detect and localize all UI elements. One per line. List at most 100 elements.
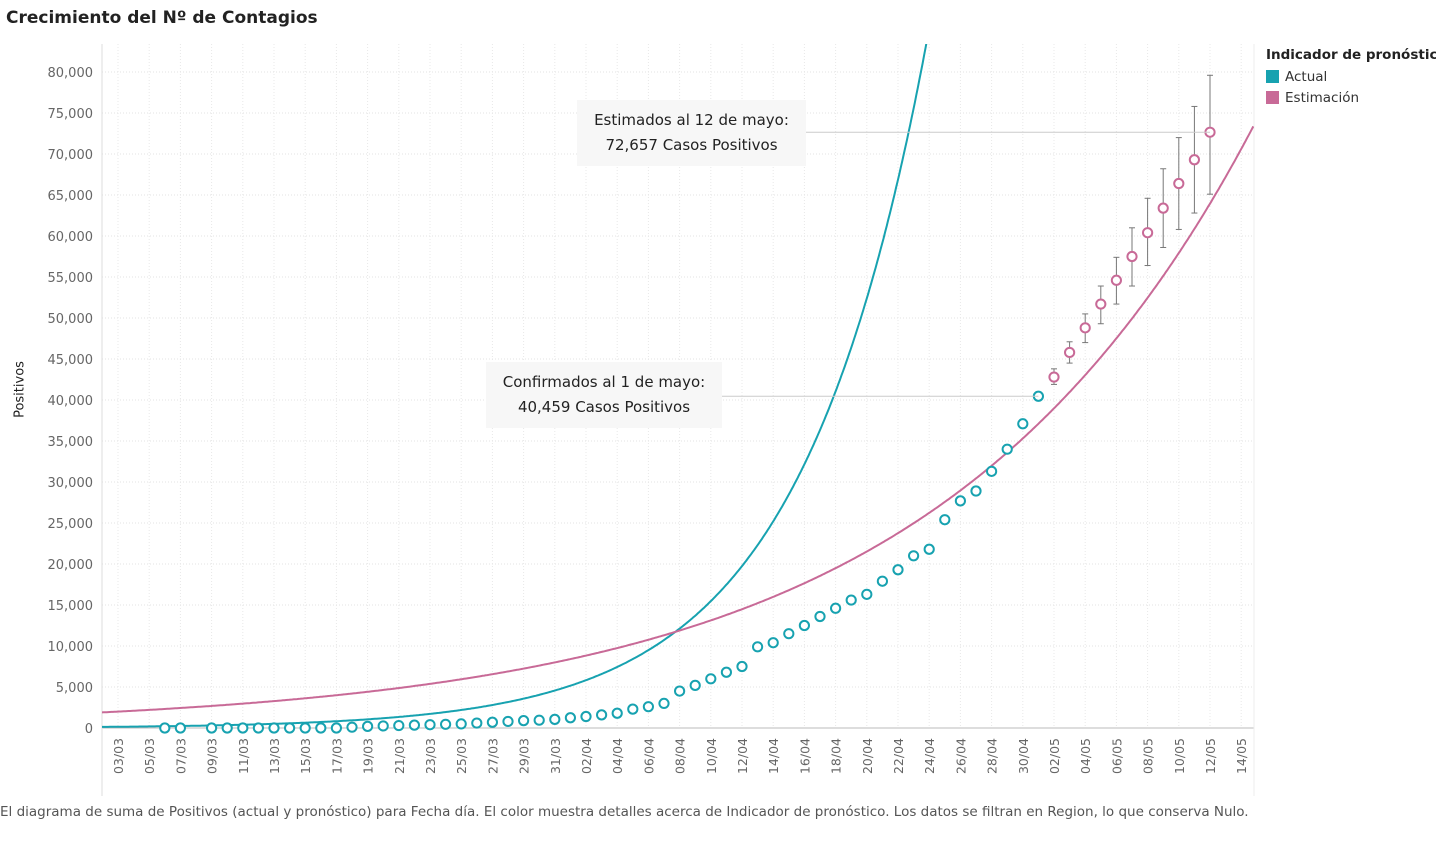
legend-item-estimacion[interactable]: Estimación <box>1266 87 1436 108</box>
x-tick-label: 21/03 <box>392 738 407 774</box>
x-tick-label: 10/04 <box>704 738 719 774</box>
actual-point <box>892 564 904 576</box>
estimacion-point <box>1095 298 1107 310</box>
x-tick-label: 05/03 <box>142 738 157 774</box>
actual-point <box>783 628 795 640</box>
chart-caption: El diagrama de suma de Positivos (actual… <box>0 804 1249 820</box>
x-tick-label: 28/04 <box>985 738 1000 774</box>
legend-label-actual: Actual <box>1285 68 1328 85</box>
actual-point <box>767 637 779 649</box>
y-tick-label: 40,000 <box>48 394 94 409</box>
actual-point <box>221 722 233 734</box>
x-tick-label: 25/03 <box>454 738 469 774</box>
legend-item-actual[interactable]: Actual <box>1266 66 1436 87</box>
actual-point <box>908 550 920 562</box>
y-tick-label: 0 <box>85 722 93 737</box>
y-tick-label: 15,000 <box>48 599 94 614</box>
actual-point <box>518 715 530 727</box>
y-tick-label: 50,000 <box>48 312 94 327</box>
actual-point <box>986 465 998 477</box>
actual-point <box>174 722 186 734</box>
legend-swatch-actual <box>1266 70 1279 83</box>
actual-point <box>923 543 935 555</box>
x-tick-label: 26/04 <box>953 738 968 774</box>
legend-title: Indicador de pronóstico <box>1266 47 1436 63</box>
actual-point <box>658 697 670 710</box>
y-tick-label: 75,000 <box>48 107 94 122</box>
point-layer <box>159 126 1216 734</box>
chart-title: Crecimiento del Nº de Contagios <box>6 8 318 28</box>
y-tick-label: 35,000 <box>48 435 94 450</box>
x-tick-label: 31/03 <box>548 738 563 774</box>
actual-point <box>486 716 498 728</box>
x-tick-label: 23/03 <box>423 738 438 774</box>
actual-point <box>752 641 764 653</box>
actual-point <box>549 713 561 725</box>
actual-point <box>611 707 623 719</box>
x-tick-label: 17/03 <box>329 738 344 774</box>
x-tick-label: 30/04 <box>1016 738 1031 774</box>
x-tick-label: 02/04 <box>579 738 594 774</box>
x-tick-label: 22/04 <box>891 738 906 774</box>
actual-point <box>705 673 717 685</box>
actual-point <box>798 619 811 632</box>
actual-point <box>299 722 311 734</box>
actual-point <box>346 721 358 733</box>
x-tick-label: 02/05 <box>1047 738 1062 774</box>
actual-point <box>580 710 592 723</box>
annotation-confirmed-line1: Confirmados al 1 de mayo: <box>502 373 706 391</box>
x-tick-label: 14/05 <box>1234 738 1249 774</box>
estimacion-point <box>1079 322 1091 334</box>
x-tick-label: 14/04 <box>766 738 781 774</box>
y-tick-label: 5,000 <box>56 681 93 696</box>
x-tick-label: 18/04 <box>829 738 844 774</box>
x-tick-label: 24/04 <box>922 738 937 774</box>
actual-point <box>627 703 639 715</box>
x-tick-label: 04/04 <box>610 738 625 774</box>
x-tick-label: 29/03 <box>517 738 532 774</box>
legend-swatch-estimacion <box>1266 91 1279 104</box>
y-tick-label: 10,000 <box>48 640 94 655</box>
y-tick-label: 80,000 <box>48 66 94 81</box>
estimacion-point <box>1188 154 1201 166</box>
actual-point <box>845 594 857 606</box>
actual-point <box>377 720 389 732</box>
x-tick-label: 16/04 <box>797 738 812 774</box>
y-tick-label: 30,000 <box>48 476 94 491</box>
x-tick-label: 19/03 <box>361 738 376 774</box>
x-tick-label: 12/05 <box>1203 738 1218 774</box>
estimacion-point <box>1142 227 1154 239</box>
actual-point <box>861 588 873 600</box>
estimacion-point <box>1110 274 1123 286</box>
legend-label-estimacion: Estimación <box>1285 89 1360 106</box>
estimacion-point <box>1048 371 1060 383</box>
legend: Indicador de pronóstico Actual Estimació… <box>1266 47 1436 108</box>
actual-point <box>876 575 889 587</box>
error-layer <box>1051 74 1213 385</box>
actual-point <box>939 514 951 526</box>
actual-point <box>424 719 436 731</box>
annotation-estimated: Estimados al 12 de mayo: 72,657 Casos Po… <box>577 100 806 166</box>
actual-point <box>720 666 733 678</box>
actual-point <box>362 720 374 732</box>
annotation-lines <box>722 131 1210 397</box>
y-tick-label: 55,000 <box>48 271 94 286</box>
actual-point <box>252 722 264 734</box>
y-tick-label: 25,000 <box>48 517 94 532</box>
actual-point <box>674 685 686 697</box>
actual-point <box>268 722 280 734</box>
actual-point <box>736 660 748 673</box>
actual-point <box>1017 418 1029 430</box>
actual-point <box>159 722 171 734</box>
y-tick-label: 60,000 <box>48 230 94 245</box>
actual-point <box>206 722 218 734</box>
x-tick-label: 04/05 <box>1078 738 1093 774</box>
estimacion-point <box>1173 177 1185 190</box>
x-tick-label: 12/04 <box>735 738 750 774</box>
actual-point <box>315 722 327 734</box>
x-tick-label: 07/03 <box>173 738 188 774</box>
estimacion-point <box>1064 346 1076 359</box>
actual-point <box>1001 443 1013 455</box>
x-tick-label: 15/03 <box>298 738 313 774</box>
